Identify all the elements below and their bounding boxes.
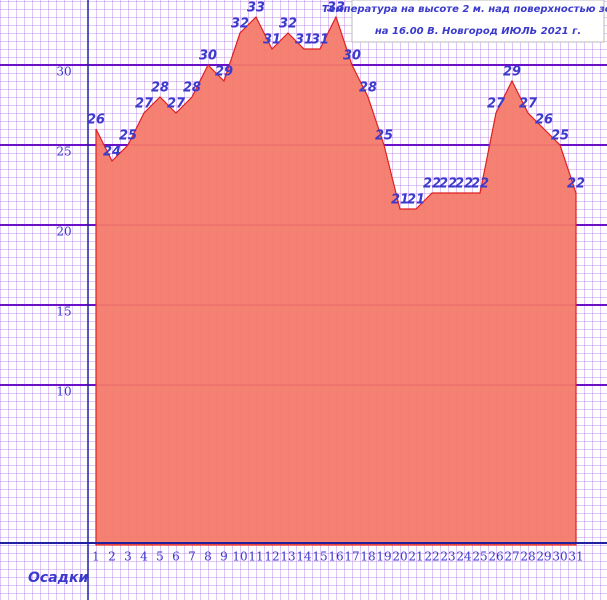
data-label: 28 bbox=[359, 81, 377, 96]
data-label: 25 bbox=[119, 129, 137, 144]
area bbox=[95, 15, 577, 546]
data-label: 33 bbox=[247, 1, 265, 16]
x-tick-label: 18 bbox=[360, 550, 375, 564]
data-label: 22 bbox=[471, 177, 489, 192]
data-label: 22 bbox=[567, 177, 585, 192]
x-tick-label: 27 bbox=[504, 550, 519, 564]
data-label: 22 bbox=[455, 177, 473, 192]
data-label: 32 bbox=[279, 17, 297, 32]
y-tick-label: 10 bbox=[56, 385, 71, 399]
data-label: 25 bbox=[551, 129, 569, 144]
y-tick-label: 25 bbox=[56, 145, 71, 159]
title-box bbox=[351, 0, 605, 43]
x-tick-label: 31 bbox=[568, 550, 583, 564]
x-tick-label: 6 bbox=[172, 550, 180, 564]
data-label: 27 bbox=[487, 97, 506, 112]
data-label: 29 bbox=[215, 65, 233, 80]
x-tick-label: 17 bbox=[344, 550, 359, 564]
data-label: 31 bbox=[263, 33, 281, 48]
x-tick-label: 16 bbox=[328, 550, 343, 564]
x-tick-label: 5 bbox=[156, 550, 164, 564]
chart-title: Температура на высоте 2 м. над поверхнос… bbox=[322, 4, 607, 15]
x-tick-label: 2 bbox=[108, 550, 116, 564]
data-label: 28 bbox=[183, 81, 201, 96]
data-label: 30 bbox=[199, 49, 217, 64]
x-tick-label: 14 bbox=[296, 550, 312, 564]
data-label: 22 bbox=[423, 177, 441, 192]
x-tick-label: 23 bbox=[440, 550, 455, 564]
x-tick-label: 19 bbox=[376, 550, 391, 564]
footer-label: Осадки bbox=[28, 570, 88, 586]
x-tick-label: 1 bbox=[92, 550, 100, 564]
data-label: 21 bbox=[391, 193, 409, 208]
data-label: 31 bbox=[295, 33, 313, 48]
y-tick-label: 20 bbox=[56, 225, 71, 239]
data-label: 27 bbox=[167, 97, 186, 112]
data-label: 21 bbox=[407, 193, 425, 208]
data-label: 33 bbox=[327, 1, 345, 16]
y-tick-label: 30 bbox=[56, 65, 71, 79]
x-tick-label: 25 bbox=[472, 550, 487, 564]
x-tick-label: 9 bbox=[220, 550, 228, 564]
x-tick-label: 24 bbox=[456, 550, 472, 564]
x-tick-label: 11 bbox=[248, 550, 263, 564]
x-tick-label: 8 bbox=[204, 550, 212, 564]
x-tick-label: 26 bbox=[488, 550, 503, 564]
data-label: 31 bbox=[311, 33, 329, 48]
data-label: 26 bbox=[535, 113, 553, 128]
x-tick-label: 30 bbox=[552, 550, 567, 564]
x-tick-label: 4 bbox=[140, 550, 148, 564]
data-label: 28 bbox=[151, 81, 169, 96]
data-label: 26 bbox=[87, 113, 105, 128]
data-label: 27 bbox=[519, 97, 538, 112]
data-label: 27 bbox=[135, 97, 154, 112]
x-tick-label: 7 bbox=[188, 550, 196, 564]
x-tick-label: 15 bbox=[312, 550, 327, 564]
y-tick-label: 15 bbox=[56, 305, 71, 319]
data-label: 22 bbox=[439, 177, 457, 192]
x-tick-label: 13 bbox=[280, 550, 295, 564]
data-label: 30 bbox=[343, 49, 361, 64]
data-label: 29 bbox=[503, 65, 521, 80]
data-label: 32 bbox=[231, 17, 249, 32]
data-label: 25 bbox=[375, 129, 393, 144]
x-tick-label: 20 bbox=[392, 550, 407, 564]
x-tick-label: 10 bbox=[232, 550, 247, 564]
x-tick-label: 21 bbox=[408, 550, 423, 564]
data-label: 24 bbox=[103, 145, 121, 160]
x-tick-label: 28 bbox=[520, 550, 535, 564]
x-tick-label: 22 bbox=[424, 550, 439, 564]
x-tick-label: 29 bbox=[536, 550, 551, 564]
chart-subtitle: на 16.00 В. Новгород ИЮЛЬ 2021 г. bbox=[375, 26, 581, 37]
x-tick-label: 3 bbox=[124, 550, 132, 564]
x-tick-label: 12 bbox=[264, 550, 279, 564]
